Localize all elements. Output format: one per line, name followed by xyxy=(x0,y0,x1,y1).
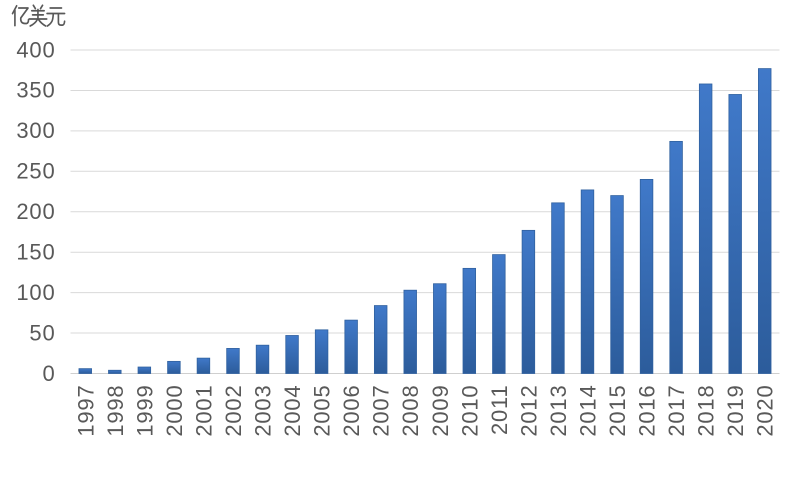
svg-text:2008: 2008 xyxy=(398,385,423,437)
svg-text:150: 150 xyxy=(16,239,55,264)
svg-text:2018: 2018 xyxy=(694,385,719,437)
svg-text:100: 100 xyxy=(16,280,55,305)
svg-text:1997: 1997 xyxy=(73,385,98,437)
svg-text:250: 250 xyxy=(16,159,55,184)
svg-text:2005: 2005 xyxy=(310,385,335,437)
svg-text:2016: 2016 xyxy=(635,385,660,437)
svg-text:2003: 2003 xyxy=(251,385,276,437)
svg-text:2001: 2001 xyxy=(191,385,216,437)
svg-text:2010: 2010 xyxy=(457,385,482,437)
svg-text:2019: 2019 xyxy=(723,385,748,437)
svg-text:2009: 2009 xyxy=(428,385,453,437)
svg-text:2017: 2017 xyxy=(664,385,689,437)
svg-text:2007: 2007 xyxy=(369,385,394,437)
svg-text:2002: 2002 xyxy=(221,385,246,437)
svg-text:400: 400 xyxy=(16,37,55,62)
svg-text:2020: 2020 xyxy=(753,385,778,437)
svg-text:50: 50 xyxy=(29,320,55,345)
svg-text:2015: 2015 xyxy=(605,385,630,437)
svg-text:2012: 2012 xyxy=(516,385,541,437)
svg-text:2000: 2000 xyxy=(162,385,187,437)
svg-text:2004: 2004 xyxy=(280,385,305,437)
svg-text:0: 0 xyxy=(42,361,55,386)
svg-text:2013: 2013 xyxy=(546,385,571,437)
svg-text:1998: 1998 xyxy=(103,385,128,437)
svg-text:1999: 1999 xyxy=(132,385,157,437)
svg-text:350: 350 xyxy=(16,78,55,103)
svg-text:2011: 2011 xyxy=(487,384,512,435)
svg-text:200: 200 xyxy=(16,199,55,224)
svg-text:300: 300 xyxy=(16,118,55,143)
svg-text:2006: 2006 xyxy=(339,385,364,437)
svg-text:2014: 2014 xyxy=(575,385,600,437)
